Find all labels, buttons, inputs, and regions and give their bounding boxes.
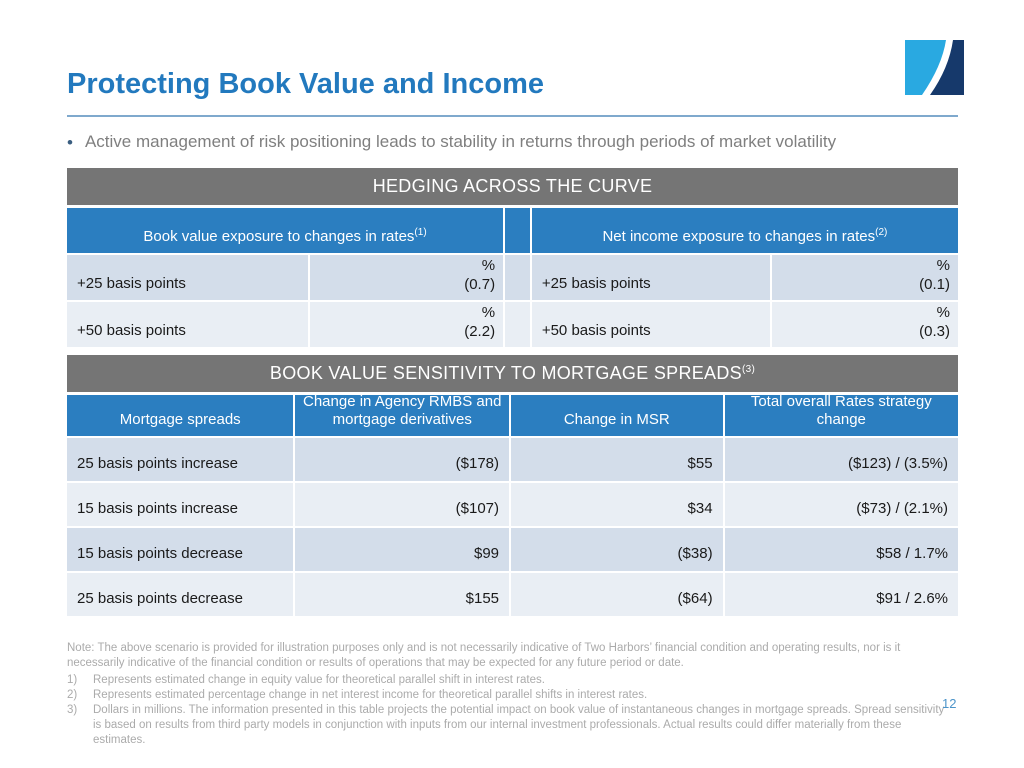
column-header-net-income: Net income exposure to changes in rates(… xyxy=(531,208,958,253)
table-cell-label: +50 basis points xyxy=(531,302,770,347)
page-title: Protecting Book Value and Income xyxy=(67,68,544,100)
table-cell-label: 25 basis points increase xyxy=(67,438,294,481)
footnote-item-1: 1) Represents estimated change in equity… xyxy=(67,674,545,686)
footnote-item-3: 3) Dollars in millions. The information … xyxy=(67,704,945,746)
sensitivity-table: BOOK VALUE SENSITIVITY TO MORTGAGE SPREA… xyxy=(67,355,958,616)
hedging-table-title: HEDGING ACROSS THE CURVE xyxy=(67,168,958,205)
table-cell-value: % (0.3) xyxy=(771,302,958,347)
footnote-note: Note: The above scenario is provided for… xyxy=(67,642,901,669)
column-header-change-msr: Change in MSR xyxy=(511,395,723,436)
table-cell-label: +25 basis points xyxy=(531,255,770,300)
bullet-icon: • xyxy=(67,133,73,152)
table-cell-value: $99 xyxy=(295,528,510,571)
hedging-table-grid: Book value exposure to changes in rates(… xyxy=(67,208,958,347)
table-cell-value: % (2.2) xyxy=(309,302,504,347)
table-cell-value: $58 / 1.7% xyxy=(724,528,958,571)
table-cell-value: $34 xyxy=(511,483,723,526)
column-header-total-rates: Total overall Rates strategy change xyxy=(724,393,958,436)
summary-bullet-text: Active management of risk positioning le… xyxy=(84,132,837,151)
sensitivity-table-grid: Mortgage spreads Change in Agency RMBS a… xyxy=(67,393,958,616)
table-cell-value: $155 xyxy=(295,573,510,616)
table-cell-value: ($38) xyxy=(511,528,723,571)
page-number: 12 xyxy=(942,696,957,711)
hedging-table: HEDGING ACROSS THE CURVE Book value expo… xyxy=(67,168,958,347)
table-cell-value: ($73) / (2.1%) xyxy=(724,483,958,526)
table-cell-label: 15 basis points decrease xyxy=(67,528,294,571)
sensitivity-table-title: BOOK VALUE SENSITIVITY TO MORTGAGE SPREA… xyxy=(67,355,958,392)
column-header-mortgage-spreads: Mortgage spreads xyxy=(67,395,294,436)
table-cell-label: 15 basis points increase xyxy=(67,483,294,526)
footnotes: Note: The above scenario is provided for… xyxy=(67,641,955,748)
column-header-book-value: Book value exposure to changes in rates(… xyxy=(67,208,504,253)
column-header-separator xyxy=(505,208,530,253)
separator-cell xyxy=(505,255,530,300)
column-header-agency-rmbs: Change in Agency RMBS and mortgage deriv… xyxy=(295,393,510,436)
table-cell-label: +25 basis points xyxy=(67,255,308,300)
table-cell-value: ($64) xyxy=(511,573,723,616)
separator-cell xyxy=(505,302,530,347)
table-cell-value: ($123) / (3.5%) xyxy=(724,438,958,481)
title-divider xyxy=(67,115,958,117)
footnote-item-2: 2) Represents estimated percentage chang… xyxy=(67,689,648,701)
table-cell-value: % (0.1) xyxy=(771,255,958,300)
table-cell-value: ($107) xyxy=(295,483,510,526)
table-cell-value: $55 xyxy=(511,438,723,481)
table-cell-label: 25 basis points decrease xyxy=(67,573,294,616)
summary-bullet: • Active management of risk positioning … xyxy=(67,132,967,154)
table-cell-value: $91 / 2.6% xyxy=(724,573,958,616)
table-cell-value: % (0.7) xyxy=(309,255,504,300)
table-cell-label: +50 basis points xyxy=(67,302,308,347)
table-cell-value: ($178) xyxy=(295,438,510,481)
two-harbors-logo-icon xyxy=(905,40,964,95)
